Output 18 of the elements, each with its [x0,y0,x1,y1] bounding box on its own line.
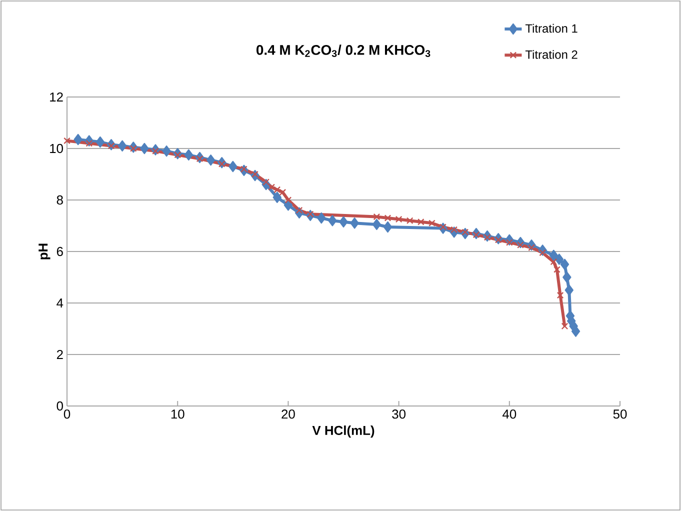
y-tick-label: 4 [56,298,64,308]
x-tick-label: 10 [171,410,184,419]
x-tick-label: 50 [613,410,627,419]
y-axis-title: pH [38,244,50,260]
x-tick-label: 0 [64,410,70,419]
y-tick-label: 10 [50,144,63,154]
x-axis-title: V HCl(mL) [312,426,374,438]
y-tick-label: 6 [56,246,63,256]
y-tick-label: 0 [56,401,63,411]
y-tick-label: 12 [50,92,63,102]
y-tick-label: 2 [56,350,63,360]
y-tick-label: 8 [56,195,63,205]
legend-label: Titration 2 [525,50,578,59]
x-tick-label: 40 [502,410,516,419]
chart-title: 0.4 M K$_{2}$CO$_{3}$/ 0.2 M KHCO$_{3}$ [256,44,430,58]
x-tick-label: 30 [392,410,406,419]
legend-label: Titration 1 [525,24,578,33]
x-tick-label: 20 [282,410,295,419]
